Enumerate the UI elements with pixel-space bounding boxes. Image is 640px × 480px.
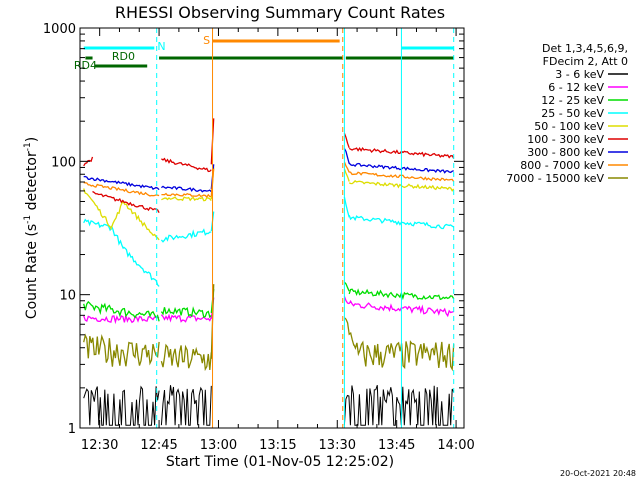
flag-label-2: N (157, 40, 165, 53)
series-8-segment-4 (353, 340, 455, 372)
legend-label-4: 50 - 100 keV (534, 120, 604, 133)
plot-frame (79, 27, 465, 429)
legend-label-6: 300 - 800 keV (527, 146, 604, 159)
series-1-segment-1 (160, 313, 212, 323)
series-6 (83, 148, 454, 193)
series-7-segment-1 (161, 192, 212, 199)
flag-label-3: S (203, 34, 210, 47)
x-tick-label-2: 13:00 (200, 438, 237, 453)
series-1-segment-0 (83, 315, 160, 325)
x-tick-label-1: 12:45 (140, 438, 177, 453)
series-3-segment-1 (110, 225, 124, 249)
series-4-segment-2 (122, 201, 160, 241)
legend-label-1: 6 - 12 keV (548, 81, 604, 94)
series-3 (83, 196, 455, 287)
series-7-segment-3 (343, 161, 350, 173)
chart-title: RHESSI Observing Summary Count Rates (115, 3, 445, 22)
series-2-segment-0 (83, 300, 160, 322)
legend-label-3: 25 - 50 keV (541, 107, 604, 120)
series-6-segment-0 (83, 175, 160, 191)
y-tick-label-2: 100 (51, 155, 76, 170)
series-5-segment-4 (343, 132, 350, 149)
flag-label-0: RD0 (112, 50, 135, 63)
series-4-segment-1 (110, 201, 124, 228)
series-5 (83, 118, 455, 214)
series-7-segment-0 (83, 182, 160, 197)
series-3-segment-0 (83, 218, 112, 232)
legend-header-1: Det 1,3,4,5,6,9, (542, 42, 628, 55)
y-tick-label-1: 10 (59, 289, 76, 304)
x-axis-label: Start Time (01-Nov-05 12:25:02) (166, 454, 394, 470)
series-4 (83, 167, 455, 241)
series-5-segment-0 (83, 156, 94, 167)
series-3-segment-2 (123, 246, 160, 287)
series-1 (83, 296, 454, 325)
y-axis-label-sup: -1 (23, 215, 33, 224)
series-5-segment-2 (161, 157, 212, 173)
tick-layer: 12:30 12:45 13:00 13:15 13:30 13:45 14:00 1 10 10… (43, 22, 475, 453)
series-7 (83, 161, 455, 199)
series-layer (83, 118, 455, 426)
series-0-segment-2 (343, 385, 455, 426)
flag-label-1: RD4 (74, 59, 97, 72)
series-1-segment-3 (343, 296, 350, 305)
series-4-segment-3 (161, 196, 212, 202)
y-axis-label-main: Count Rate (s (24, 224, 40, 319)
legend: Det 1,3,4,5,6,9, FDecim 2, Att 0 3 - 6 k… (506, 42, 628, 185)
x-tick-label-4: 13:30 (319, 438, 356, 453)
series-3-segment-5 (343, 196, 350, 218)
y-axis-label-mid: detector (24, 151, 40, 215)
flag-layer: RD0 RD4 N S (74, 28, 455, 428)
x-tick-label-6: 14:00 (437, 438, 474, 453)
y-axis-label: Count Rate (s-1 detector-1) (23, 137, 40, 319)
y-axis-label-sup2: -1 (23, 142, 33, 151)
series-3-segment-3 (160, 228, 212, 243)
y-axis-label-end: ) (24, 137, 40, 142)
legend-label-2: 12 - 25 keV (541, 94, 604, 107)
series-5-segment-1 (92, 190, 160, 214)
x-tick-label-5: 13:45 (378, 438, 415, 453)
series-0-segment-1 (160, 385, 212, 426)
y-tick-label-0: 1 (68, 422, 76, 437)
x-tick-label-3: 13:15 (259, 438, 296, 453)
series-4-segment-0 (83, 188, 113, 230)
series-8-segment-0 (83, 333, 160, 367)
series-6-segment-1 (161, 185, 212, 193)
series-8 (83, 284, 455, 372)
series-0-segment-0 (83, 385, 160, 426)
legend-label-0: 3 - 6 keV (555, 68, 604, 81)
y-tick-label-3: 1000 (43, 22, 76, 37)
series-2-segment-1 (160, 306, 212, 319)
series-6-segment-3 (343, 148, 350, 164)
series-0 (83, 385, 455, 426)
legend-header-2: FDecim 2, Att 0 (543, 55, 628, 68)
series-4-segment-5 (343, 168, 350, 182)
series-8-segment-1 (160, 343, 212, 372)
legend-label-5: 100 - 300 keV (527, 133, 604, 146)
series-8-segment-3 (343, 317, 355, 346)
footer-timestamp: 20-Oct-2021 20:48 (560, 469, 636, 478)
series-2 (83, 281, 455, 322)
x-tick-label-0: 12:30 (81, 438, 118, 453)
series-2-segment-3 (343, 281, 350, 292)
legend-label-7: 800 - 7000 keV (520, 159, 604, 172)
legend-label-8: 7000 - 15000 keV (506, 172, 604, 185)
